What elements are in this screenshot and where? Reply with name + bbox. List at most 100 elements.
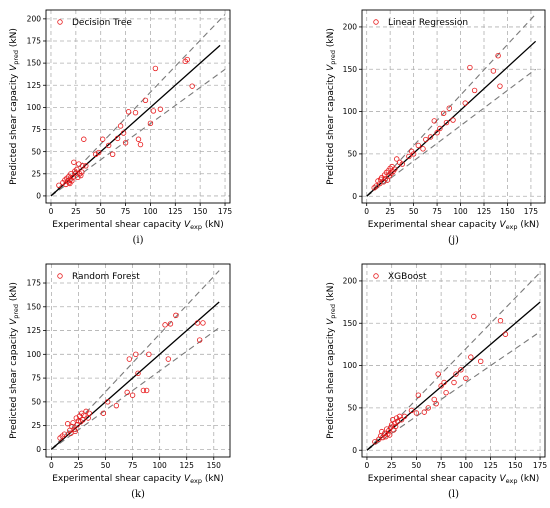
y-tick-label: 100 [27,103,42,112]
data-point [392,166,398,172]
chart-panel: 0 25 50 75 100 125 150 175 0 50 100 150 200 XGBoost Ex… [326,263,548,500]
x-tick-label: 125 [168,207,183,216]
data-point [71,159,77,165]
data-point [105,142,112,149]
panel-caption: (i) [132,235,143,246]
y-axis-label: Predicted shear capacity Vpred (kN) [326,28,337,185]
data-point [137,141,144,148]
data-point [194,320,201,326]
data-point [56,182,62,188]
data-point [478,358,484,365]
axes-frame [361,9,546,204]
data-point [490,68,497,74]
y-axis-label: Predicted shear capacity Vpred (kN) [326,282,337,439]
y-tick-label: 100 [343,107,358,116]
x-tick-label: 175 [533,461,548,470]
y-tick-label: 50 [347,404,357,413]
legend-marker [373,273,379,279]
x-tick-label: 25 [74,461,84,470]
y-tick-label: 100 [343,361,358,370]
axes-frame [45,9,231,204]
y-tick-label: 200 [343,277,358,286]
x-tick-label: 25 [385,207,395,216]
y-tick-label: 0 [352,192,357,201]
data-point [74,166,80,173]
x-tick-label: 125 [180,461,195,470]
legend-marker [57,19,63,25]
data-point [104,399,111,405]
data-point [64,421,71,427]
data-point [162,322,168,328]
error-bound-line [50,14,226,197]
legend: Random Forest [57,272,140,282]
data-point [74,421,81,428]
y-tick-label: 200 [27,14,42,23]
data-point [398,417,405,423]
x-axis-label: Experimental shear capacity Vexp (kN) [52,220,224,231]
y-tick-label: 150 [343,65,358,74]
data-point [379,428,385,435]
data-point [146,351,152,358]
x-tick-label: 150 [207,461,222,470]
y-axis-label: Predicted shear capacity Vpred (kN) [9,28,20,185]
data-point [83,163,89,169]
x-tick-label: 50 [101,461,111,470]
data-point [443,389,449,396]
data-point [122,140,129,146]
legend: Linear Regression [373,18,468,28]
data-point [462,100,468,106]
data-point [421,409,428,415]
error-bound-line [366,13,537,197]
data-point [196,337,203,343]
data-point [78,172,84,179]
x-tick-label: 50 [412,461,422,470]
x-tick-label: 75 [432,207,442,216]
data-point [471,87,478,94]
data-point [167,321,174,327]
data-point [423,136,429,143]
x-tick-label: 175 [524,207,539,216]
data-point [497,83,503,89]
data-point [72,428,78,435]
data-point [117,123,124,129]
y-tick-label: 75 [31,125,41,134]
data-point [408,407,415,414]
data-point [373,183,379,189]
data-point [427,134,434,140]
x-tick-label: 25 [71,207,81,216]
data-point [451,379,457,386]
y-tick-label: 150 [27,59,42,68]
data-point [431,396,437,403]
legend: XGBoost [373,272,427,282]
data-point [189,83,195,89]
data-point [99,136,106,142]
data-point [100,410,107,416]
data-point [437,125,443,132]
x-axis-label: Experimental shear capacity Vexp (kN) [52,474,224,485]
y-tick-label: 75 [31,374,41,383]
x-tick-label: 50 [409,207,419,216]
x-tick-label: 100 [459,461,474,470]
legend-label: Random Forest [72,272,140,282]
panel-caption: (l) [448,489,459,500]
data-point [434,130,440,136]
data-point [80,163,86,169]
x-axis-label: Experimental shear capacity Vexp (kN) [368,220,540,231]
x-tick-label: 150 [193,207,208,216]
data-point [380,434,386,441]
data-point [497,318,504,324]
x-tick-label: 125 [477,207,492,216]
data-point [394,156,400,162]
legend-label: XGBoost [388,272,427,282]
data-point [453,371,459,377]
data-point [135,370,141,377]
data-point [184,56,190,63]
data-point [61,431,68,437]
data-point [382,430,388,436]
x-tick-label: 0 [364,207,369,216]
x-tick-label: 100 [152,461,167,470]
data-point [410,151,417,157]
data-point [446,105,452,111]
x-tick-label: 75 [436,461,446,470]
